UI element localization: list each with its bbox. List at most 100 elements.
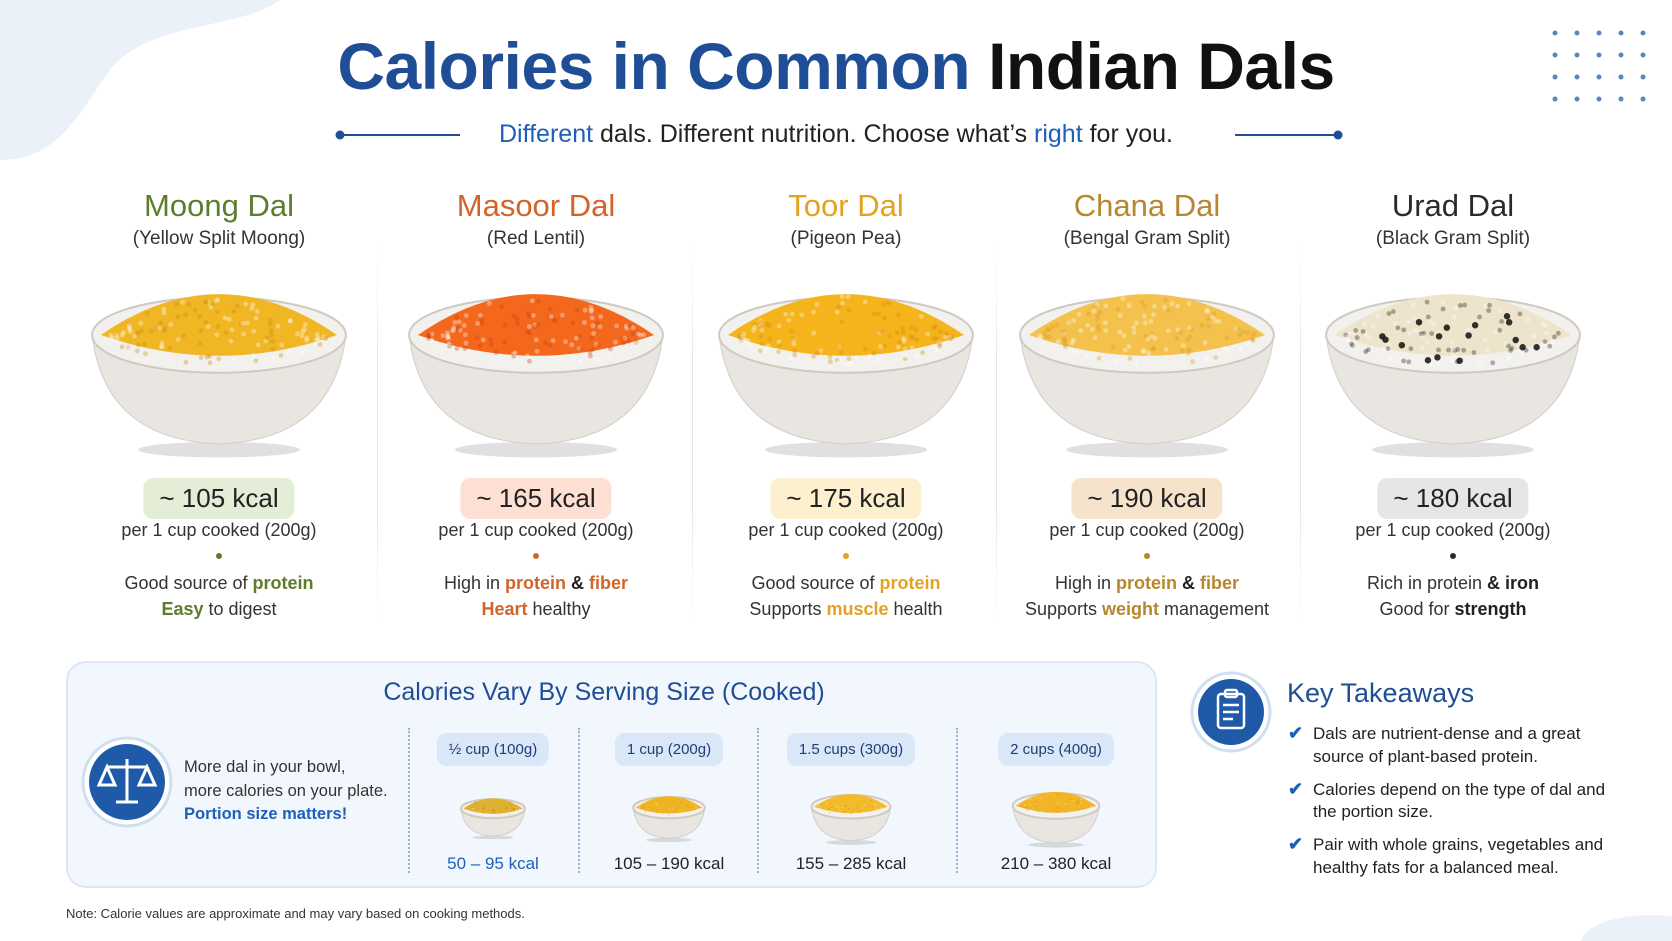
grain [144, 310, 150, 316]
grain [1110, 344, 1116, 350]
grain [1186, 325, 1192, 331]
grain [1070, 798, 1072, 800]
grain [1545, 342, 1551, 348]
grain [1349, 341, 1354, 347]
grain [492, 811, 494, 813]
grain [1025, 806, 1027, 809]
grain [1477, 361, 1483, 366]
grain [1552, 334, 1557, 340]
grain [127, 328, 133, 334]
bowl-shadow [472, 835, 514, 839]
grain [474, 334, 480, 340]
grain [322, 335, 328, 341]
grain [574, 307, 580, 313]
text-segment: protein [879, 573, 941, 593]
grain [1035, 803, 1038, 805]
grain [1092, 334, 1098, 340]
grain [1023, 804, 1026, 807]
grain [880, 806, 882, 809]
text-segment: strength [1454, 599, 1527, 619]
text-segment: & iron [1487, 573, 1540, 593]
grain [1497, 327, 1503, 333]
grain [446, 341, 452, 347]
grain [864, 813, 867, 816]
serving-divider [956, 728, 958, 873]
grain [1249, 336, 1255, 342]
bowl-shadow [1028, 842, 1084, 848]
grain [695, 805, 697, 808]
grain [1175, 327, 1181, 332]
grain [479, 810, 481, 812]
grain [1446, 347, 1451, 353]
grain [589, 335, 595, 341]
grain [304, 335, 310, 341]
grain [764, 348, 770, 354]
grain [1353, 327, 1359, 333]
grain [312, 341, 318, 347]
grain [192, 307, 198, 313]
grain [777, 342, 782, 348]
benefit-line: High in protein & fiber [444, 570, 628, 596]
serving-title: Calories Vary By Serving Size (Cooked) [383, 678, 825, 706]
grain [1465, 331, 1472, 339]
grain [1345, 337, 1351, 342]
grain [1150, 311, 1156, 317]
grain-mound [417, 293, 655, 356]
grain [1435, 332, 1443, 340]
grain [229, 327, 235, 333]
grain [882, 315, 887, 321]
grain [920, 349, 926, 355]
grain [514, 315, 520, 321]
grain [1386, 310, 1392, 316]
grain [161, 306, 167, 312]
grain [834, 357, 840, 363]
grain [671, 809, 673, 812]
grain [739, 333, 745, 339]
grain [1490, 360, 1496, 366]
grain [251, 328, 257, 334]
grain [446, 341, 452, 347]
grain [1505, 318, 1513, 326]
grain [1503, 341, 1509, 346]
grain [1056, 801, 1059, 804]
text-segment: health [888, 599, 943, 619]
text-segment: protein [505, 573, 566, 593]
grain [505, 806, 508, 809]
grain [125, 345, 131, 351]
grain [534, 348, 540, 354]
grain [1401, 327, 1407, 333]
grain [624, 325, 630, 331]
grain [1199, 322, 1205, 328]
grain [515, 320, 520, 326]
grain [527, 313, 532, 319]
grain [925, 331, 931, 337]
grain [253, 315, 259, 321]
serving-divider [578, 728, 580, 873]
text-segment: Good for [1379, 599, 1455, 619]
grain [159, 344, 165, 350]
grain [576, 345, 582, 351]
dal-subtitle: (Bengal Gram Split) [1063, 228, 1231, 249]
grain [1424, 299, 1430, 305]
grain [1084, 352, 1090, 358]
grain [1205, 316, 1211, 322]
text-segment: to digest [203, 599, 277, 619]
grain [1126, 343, 1132, 349]
subtitle-rules [335, 130, 1343, 140]
grain [250, 302, 256, 308]
grain [1450, 358, 1456, 364]
grain [197, 340, 203, 346]
grain [811, 353, 817, 359]
grain [811, 330, 817, 336]
grain [834, 309, 840, 315]
grain [1525, 317, 1531, 323]
grain [1344, 334, 1350, 340]
bowl-shadow [646, 837, 692, 842]
text-segment: protein [252, 573, 314, 593]
grain [1250, 337, 1256, 343]
grain [254, 308, 260, 314]
grain [613, 339, 618, 345]
grain [1350, 342, 1356, 348]
grain [751, 327, 756, 333]
grain [1102, 320, 1108, 326]
